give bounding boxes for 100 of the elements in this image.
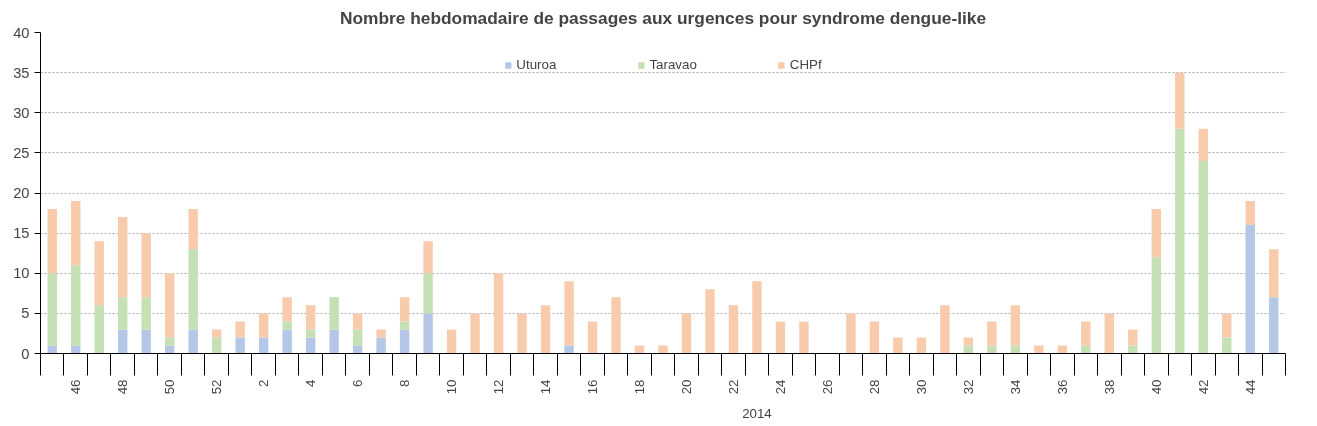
bar <box>517 313 527 354</box>
bar <box>1128 329 1138 346</box>
bar <box>1269 297 1279 354</box>
bar <box>165 345 175 354</box>
bar <box>846 313 856 354</box>
x-tick-label: 48 <box>115 379 131 395</box>
bar <box>1081 321 1091 346</box>
bar <box>118 329 128 354</box>
bar <box>423 241 433 274</box>
bar <box>188 249 198 330</box>
bar <box>893 337 903 354</box>
bar <box>235 321 245 338</box>
x-tick-label: 22 <box>725 379 741 395</box>
bar <box>1222 313 1232 338</box>
x-tick-label: 2 <box>256 379 272 387</box>
x-tick-label: 4 <box>303 378 319 387</box>
legend-label: CHPf <box>789 57 822 72</box>
bar <box>705 289 715 354</box>
x-tick-label: 50 <box>162 379 178 395</box>
bar <box>728 305 739 354</box>
bar <box>141 297 151 330</box>
bar <box>399 297 410 322</box>
bar <box>399 321 410 330</box>
x-tick-label: 40 <box>1148 379 1164 395</box>
bar <box>141 233 151 298</box>
y-tick-label: 35 <box>13 64 30 81</box>
bar <box>305 329 316 338</box>
bar <box>1222 337 1232 354</box>
bar <box>211 329 222 338</box>
bar <box>376 329 386 338</box>
x-tick-label: 6 <box>350 379 366 387</box>
bar <box>1175 128 1185 354</box>
y-tick-label: 15 <box>13 225 30 242</box>
bar <box>1010 345 1021 354</box>
bar <box>963 345 974 354</box>
bar <box>188 329 198 354</box>
chart-title: Nombre hebdomadaire de passages aux urgences pour syndrome dengue-like <box>339 7 987 28</box>
bar <box>1151 257 1161 354</box>
bar <box>752 281 762 354</box>
x-tick-label: 26 <box>819 379 835 395</box>
bar <box>352 345 363 354</box>
y-tick-label: 30 <box>13 104 30 121</box>
bar <box>258 313 269 338</box>
y-tick-label: 10 <box>13 265 30 282</box>
bar <box>564 281 574 346</box>
bar <box>165 337 175 346</box>
bar <box>540 305 551 354</box>
bar <box>118 217 128 298</box>
x-tick-label: 52 <box>209 379 225 395</box>
bar <box>47 345 57 354</box>
bar <box>305 305 316 330</box>
bar <box>611 297 621 354</box>
bar <box>423 313 433 354</box>
bar <box>1151 209 1161 258</box>
x-tick-label: 42 <box>1195 379 1211 395</box>
bar <box>118 297 128 330</box>
bar <box>47 273 57 346</box>
x-tick-label: 10 <box>444 379 460 395</box>
bar <box>869 321 880 354</box>
x-tick-label: 32 <box>960 379 976 395</box>
bar <box>1034 345 1044 354</box>
bar <box>188 209 198 250</box>
bar <box>1081 345 1091 354</box>
bar <box>681 313 692 354</box>
x-tick-label: 24 <box>772 378 788 395</box>
bar <box>165 273 175 338</box>
bar <box>987 321 997 346</box>
bar <box>1198 128 1208 161</box>
bar <box>634 345 645 354</box>
bar <box>587 321 598 354</box>
bar <box>564 345 574 354</box>
bar <box>352 313 363 330</box>
bar <box>423 273 433 314</box>
y-tick-label: 25 <box>13 144 30 161</box>
y-tick-label: 0 <box>21 345 30 362</box>
bar <box>94 305 104 354</box>
bar <box>963 337 974 346</box>
bar <box>940 305 950 354</box>
bar <box>211 337 222 354</box>
text: 2014 <box>742 405 773 421</box>
bar <box>282 329 292 354</box>
legend-label: Uturoa <box>516 57 557 72</box>
x-tick-label: 20 <box>678 379 694 395</box>
x-tick-label: 36 <box>1054 379 1070 395</box>
bar <box>1269 249 1279 298</box>
bar <box>658 345 668 354</box>
bar <box>470 313 480 354</box>
bar <box>282 297 292 322</box>
bar <box>446 329 457 354</box>
bar <box>799 321 809 354</box>
x-tick-label: 30 <box>913 379 929 395</box>
bar <box>775 321 786 354</box>
bar <box>399 329 410 354</box>
x-tick-label: 18 <box>632 379 648 395</box>
bar <box>329 329 339 354</box>
x-tick-label: 46 <box>68 379 84 395</box>
bar <box>329 297 339 330</box>
y-tick-label: 20 <box>13 185 30 201</box>
bar <box>71 201 81 266</box>
bar <box>493 273 504 354</box>
